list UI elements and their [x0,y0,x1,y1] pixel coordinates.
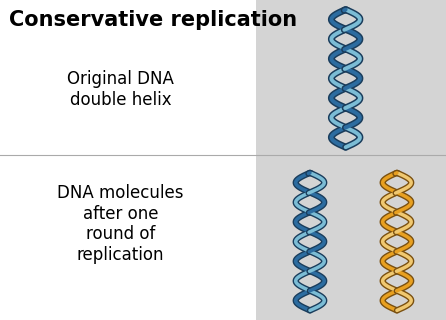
FancyBboxPatch shape [256,0,446,320]
Text: Original DNA
double helix: Original DNA double helix [67,70,174,109]
Text: DNA molecules
after one
round of
replication: DNA molecules after one round of replica… [57,184,184,264]
Text: Conservative replication: Conservative replication [9,10,297,30]
